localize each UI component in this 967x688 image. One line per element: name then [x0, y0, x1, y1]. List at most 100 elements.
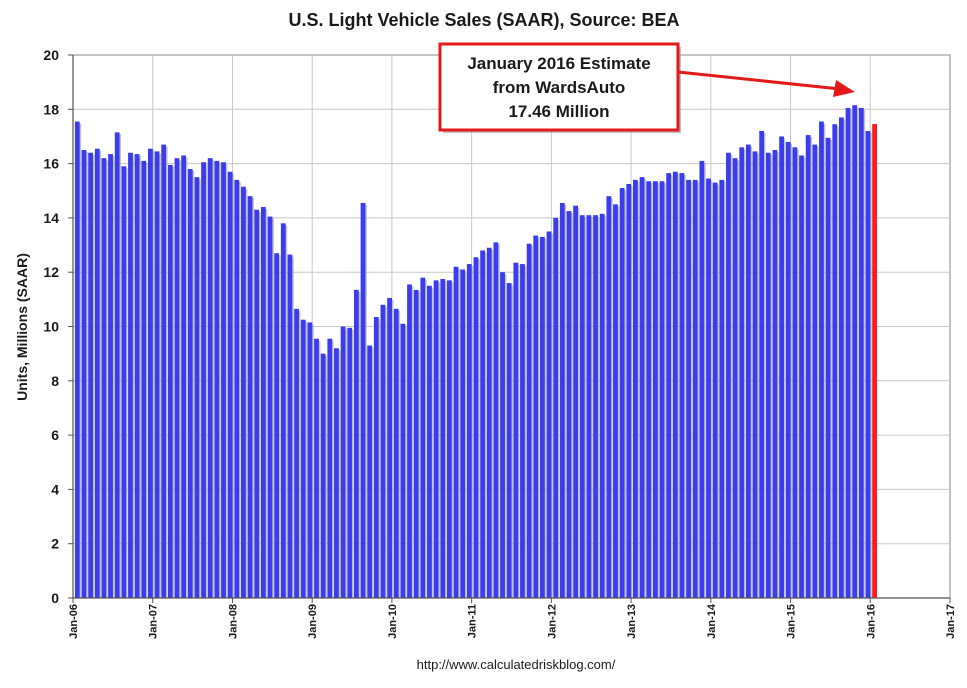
annotation-box: [438, 42, 680, 132]
bar: [613, 204, 618, 598]
bar: [373, 316, 379, 598]
bar: [460, 269, 466, 598]
bar: [314, 338, 319, 598]
x-tick-label: Jan-08: [227, 604, 239, 639]
bar: [486, 247, 492, 598]
bar: [260, 207, 266, 599]
annotation-line: 17.46 Million: [508, 102, 609, 121]
bar: [148, 148, 153, 599]
bar: [114, 132, 120, 598]
bar: [819, 121, 824, 598]
bar: [865, 131, 871, 598]
bar: [88, 152, 94, 599]
bar: [101, 158, 107, 599]
bar: [347, 327, 353, 598]
bar: [672, 171, 678, 598]
bar: [752, 151, 758, 598]
bar: [639, 177, 645, 599]
x-tick-label: Jan-14: [706, 603, 718, 639]
bar: [280, 223, 286, 598]
annotation-line: January 2016 Estimate: [467, 54, 650, 73]
bar: [666, 173, 672, 599]
bar: [825, 137, 831, 598]
annotation: January 2016 Estimate from WardsAuto 17.46…: [438, 42, 855, 133]
bar: [413, 289, 419, 598]
y-tick-labels: 0 2 4 6 8 10 12 14 16 18 20: [43, 47, 59, 606]
axis-layer: [68, 54, 951, 603]
bar: [646, 181, 652, 598]
bar: [320, 353, 326, 598]
bar: [234, 179, 240, 598]
bar: [573, 205, 579, 598]
bar: [74, 121, 80, 598]
bar: [334, 348, 339, 598]
bar: [433, 280, 439, 598]
bar: [540, 236, 545, 598]
annotation-line: from WardsAuto: [493, 78, 626, 97]
bar: [221, 162, 226, 598]
bar: [194, 177, 200, 599]
bar: [300, 319, 306, 598]
bar: [174, 158, 180, 599]
bar: [520, 264, 525, 598]
bar: [699, 160, 705, 598]
bar: [274, 253, 280, 598]
bar: [765, 152, 771, 599]
x-tick-label: Jan-09: [307, 604, 319, 639]
bar-highlight: [872, 123, 877, 598]
bar: [327, 338, 333, 598]
y-axis-label: Units, Millions (SAAR): [14, 253, 30, 401]
bar: [626, 183, 632, 598]
bar: [726, 152, 731, 599]
bar: [307, 322, 313, 598]
x-tick-label: Jan-10: [387, 604, 399, 639]
bar: [606, 196, 612, 598]
bar: [207, 158, 213, 599]
bar: [566, 211, 572, 599]
bar: [686, 179, 691, 598]
bar: [473, 257, 479, 598]
y-tick-label: 6: [51, 427, 59, 443]
bar: [633, 179, 638, 598]
bar: [227, 171, 233, 598]
bar: [559, 202, 565, 598]
bar: [427, 285, 432, 598]
bar: [759, 131, 765, 598]
bar: [652, 181, 658, 598]
bar: [201, 162, 206, 598]
bar: [181, 155, 187, 598]
x-tick-label: Jan-13: [626, 604, 638, 639]
x-tick-label: Jan-15: [786, 604, 798, 639]
bar: [154, 151, 160, 598]
bar: [513, 262, 519, 598]
bar: [785, 141, 791, 598]
chart-title: U.S. Light Vehicle Sales (SAAR), Source:…: [288, 10, 679, 30]
x-tick-label: Jan-11: [467, 604, 479, 638]
bar: [241, 186, 246, 599]
bar: [586, 215, 592, 598]
y-tick-label: 14: [43, 210, 59, 226]
bar: [380, 304, 386, 598]
bar: [659, 181, 665, 598]
bar: [712, 182, 718, 599]
bar: [446, 280, 452, 598]
bar: [805, 135, 811, 598]
annotation-arrow: [677, 70, 841, 91]
bar: [772, 150, 778, 598]
bar: [832, 124, 838, 599]
bar: [360, 202, 366, 598]
bar: [593, 215, 598, 598]
bar: [506, 283, 512, 598]
bar: [732, 158, 738, 599]
y-tick-label: 0: [51, 590, 59, 606]
bar: [294, 308, 299, 598]
bar: [407, 284, 412, 598]
y-tick-label: 20: [43, 47, 59, 63]
bar: [599, 213, 605, 598]
bar: [852, 105, 858, 598]
bar: [858, 107, 864, 598]
bar: [526, 243, 532, 598]
y-tick-label: 8: [51, 373, 59, 389]
annotation-arrowhead: [833, 80, 855, 97]
